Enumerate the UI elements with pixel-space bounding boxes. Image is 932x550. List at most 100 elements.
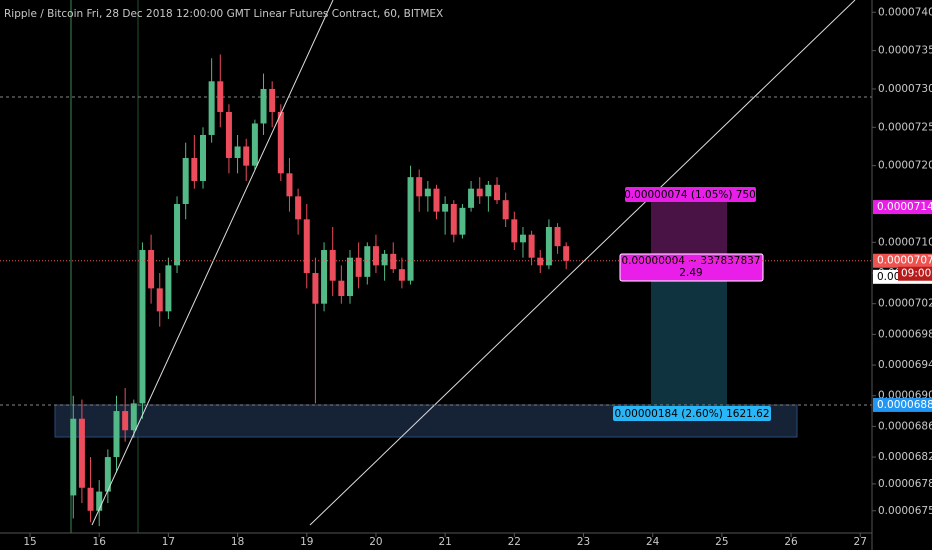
candle-body bbox=[199, 134, 206, 181]
candle-body bbox=[225, 111, 232, 158]
y-tick-label: 0.00006785 bbox=[878, 478, 932, 490]
x-tick-label: 16 bbox=[93, 536, 107, 548]
candle-body bbox=[537, 257, 544, 266]
x-tick-label: 24 bbox=[646, 536, 660, 548]
candle-body bbox=[563, 246, 570, 261]
x-tick-label: 20 bbox=[369, 536, 382, 548]
candle-body bbox=[476, 188, 483, 197]
x-tick-label: 21 bbox=[438, 536, 451, 548]
candle-body bbox=[260, 88, 267, 124]
candle-body bbox=[485, 184, 492, 197]
candle-body bbox=[208, 81, 215, 135]
candle-body bbox=[468, 188, 475, 208]
candle-body bbox=[130, 403, 137, 431]
x-tick-label: 19 bbox=[300, 536, 313, 548]
candle-body bbox=[286, 173, 293, 197]
candle-body bbox=[424, 188, 431, 197]
candle-body bbox=[459, 207, 466, 235]
candle-body bbox=[364, 246, 371, 277]
candle-body bbox=[390, 253, 397, 270]
candle-body bbox=[165, 265, 172, 312]
price-tag bbox=[873, 397, 932, 412]
annotation: 2.49 bbox=[679, 267, 702, 279]
candle-body bbox=[251, 123, 258, 166]
annotation-box bbox=[625, 187, 756, 202]
candle-body bbox=[78, 418, 85, 488]
candles bbox=[70, 54, 570, 527]
candle-body bbox=[303, 219, 310, 274]
candle-body bbox=[156, 288, 163, 312]
candle-body bbox=[329, 250, 336, 281]
price-tag bbox=[873, 200, 932, 215]
countdown: 09:00 bbox=[901, 268, 931, 280]
candle-body bbox=[502, 200, 509, 220]
annotation-box bbox=[619, 253, 764, 282]
candle-body bbox=[372, 246, 379, 266]
stop-zone bbox=[651, 260, 727, 405]
candle-body bbox=[545, 227, 552, 266]
candle-body bbox=[407, 177, 414, 281]
candle-body bbox=[234, 146, 241, 158]
candle-body bbox=[433, 188, 440, 212]
candle-body bbox=[381, 253, 388, 266]
candle-body bbox=[442, 203, 449, 212]
y-tick-label: 0.00006750 bbox=[878, 505, 932, 517]
price-tag-label: 0.00007146 bbox=[877, 201, 932, 213]
profit-zone bbox=[651, 200, 727, 260]
candle-body bbox=[511, 219, 518, 243]
x-tick-label: 17 bbox=[162, 536, 175, 548]
candle-body bbox=[148, 250, 155, 289]
candle-body bbox=[182, 157, 189, 204]
candle-body bbox=[295, 196, 302, 220]
overlays: 0.00000074 (1.05%) 750 0.00000004 ~ 3378… bbox=[0, 0, 872, 526]
candle-body bbox=[450, 203, 457, 235]
annotation: 0.00000074 (1.05%) 750 bbox=[624, 189, 756, 201]
countdown-tag bbox=[898, 266, 932, 281]
candle-body bbox=[70, 418, 77, 496]
candle-body bbox=[269, 88, 276, 112]
candle-body bbox=[312, 273, 319, 304]
x-tick-label: 22 bbox=[508, 536, 521, 548]
x-tick-label: 18 bbox=[231, 536, 244, 548]
x-tick-label: 23 bbox=[577, 536, 590, 548]
annotation: 0.00000004 ~ 337837837 bbox=[621, 255, 760, 267]
candle-body bbox=[528, 234, 535, 258]
annotation: 0.00000184 (2.60%) 1621.62 bbox=[614, 408, 769, 420]
candle-body bbox=[243, 146, 250, 166]
candle-body bbox=[347, 257, 354, 297]
chart-title: Ripple / Bitcoin Fri, 28 Dec 2018 12:00:… bbox=[4, 8, 443, 20]
candle-body bbox=[321, 250, 328, 304]
trend-line bbox=[309, 0, 856, 526]
candle-body bbox=[338, 280, 345, 297]
candle-body bbox=[139, 250, 146, 404]
price-tag-label: 0.00007076 bbox=[877, 255, 932, 267]
candle-body bbox=[113, 411, 120, 458]
x-tick-label: 27 bbox=[854, 536, 867, 548]
candle-body bbox=[122, 411, 129, 431]
trend-line bbox=[91, 0, 334, 526]
candle-body bbox=[416, 177, 423, 197]
candle-body bbox=[174, 203, 181, 266]
candle-body bbox=[87, 487, 94, 511]
price-tag bbox=[873, 253, 932, 268]
candle-body bbox=[104, 457, 111, 492]
x-tick-label: 25 bbox=[715, 536, 728, 548]
price-tag-label: 0.00006888 bbox=[877, 399, 932, 411]
candle-body bbox=[217, 81, 224, 112]
x-tick-label: 15 bbox=[23, 536, 36, 548]
x-tick-label: 26 bbox=[784, 536, 798, 548]
candle-body bbox=[494, 184, 501, 201]
candle-body bbox=[96, 491, 103, 511]
